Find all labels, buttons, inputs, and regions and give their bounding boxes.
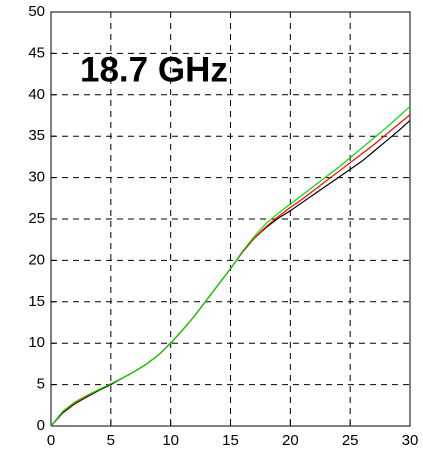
y-tick-label: 50 — [28, 3, 45, 20]
plot-frame — [50, 11, 411, 427]
x-tick-label: 0 — [47, 432, 55, 449]
y-tick-label: 20 — [28, 251, 45, 268]
y-tick-label: 5 — [37, 376, 45, 393]
annotation: 18.7 GHz — [80, 50, 228, 89]
x-tick-label: 20 — [282, 432, 299, 449]
data-line — [50, 105, 411, 427]
x-tick-label: 5 — [107, 432, 115, 449]
y-tick-label: 35 — [28, 127, 45, 144]
y-tick-label: 45 — [28, 44, 45, 61]
x-tick-label: 15 — [222, 432, 239, 449]
y-tick-label: 40 — [28, 86, 45, 103]
y-tick-label: 15 — [28, 293, 45, 310]
y-tick-label: 30 — [28, 169, 45, 186]
y-tick-label: 25 — [28, 210, 45, 227]
y-tick-label: 0 — [37, 417, 45, 434]
x-tick-label: 30 — [402, 432, 419, 449]
x-tick-label: 25 — [342, 432, 359, 449]
x-tick-label: 10 — [162, 432, 179, 449]
y-tick-label: 10 — [28, 334, 45, 351]
